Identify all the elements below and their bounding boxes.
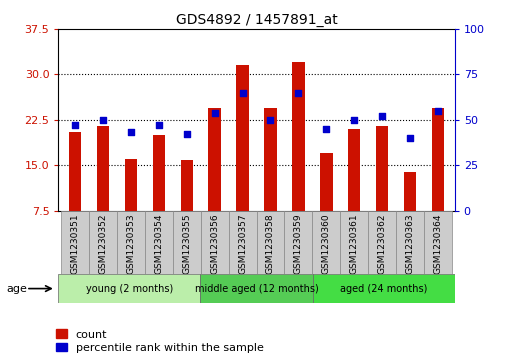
- Bar: [58, 274, 200, 303]
- Bar: [424, 211, 452, 274]
- Point: [127, 130, 135, 135]
- Text: GSM1230356: GSM1230356: [210, 214, 219, 274]
- Bar: [61, 211, 89, 274]
- Bar: [376, 126, 389, 211]
- Bar: [257, 211, 284, 274]
- Bar: [368, 211, 396, 274]
- Point: [71, 122, 79, 128]
- Text: GSM1230364: GSM1230364: [433, 214, 442, 274]
- Title: GDS4892 / 1457891_at: GDS4892 / 1457891_at: [176, 13, 337, 26]
- Bar: [69, 132, 81, 211]
- Bar: [284, 211, 312, 274]
- Point: [155, 122, 163, 128]
- Text: GSM1230355: GSM1230355: [182, 214, 192, 274]
- Bar: [340, 211, 368, 274]
- Text: GSM1230357: GSM1230357: [238, 214, 247, 274]
- Point: [378, 113, 386, 119]
- Text: GSM1230352: GSM1230352: [99, 214, 108, 274]
- Point: [294, 90, 302, 95]
- Text: GSM1230363: GSM1230363: [405, 214, 415, 274]
- Text: age: age: [6, 284, 27, 294]
- Bar: [208, 108, 221, 211]
- Text: GSM1230358: GSM1230358: [266, 214, 275, 274]
- Bar: [348, 129, 361, 211]
- Bar: [145, 211, 173, 274]
- Bar: [320, 153, 333, 211]
- Point: [99, 117, 107, 123]
- Text: GSM1230359: GSM1230359: [294, 214, 303, 274]
- Point: [211, 110, 219, 115]
- Text: GSM1230351: GSM1230351: [71, 214, 80, 274]
- Bar: [264, 108, 277, 211]
- Bar: [236, 65, 249, 211]
- Bar: [180, 160, 193, 211]
- Bar: [173, 211, 201, 274]
- Bar: [312, 211, 340, 274]
- Point: [406, 135, 414, 141]
- Bar: [89, 211, 117, 274]
- Point: [434, 108, 442, 114]
- Bar: [292, 62, 305, 211]
- Text: GSM1230353: GSM1230353: [126, 214, 136, 274]
- Point: [322, 126, 330, 132]
- Point: [183, 131, 191, 137]
- Bar: [432, 108, 444, 211]
- Bar: [396, 211, 424, 274]
- Bar: [229, 211, 257, 274]
- Point: [239, 90, 247, 95]
- Bar: [124, 159, 137, 211]
- Bar: [313, 274, 455, 303]
- Text: middle aged (12 months): middle aged (12 months): [195, 284, 319, 294]
- Text: aged (24 months): aged (24 months): [340, 284, 428, 294]
- Bar: [97, 126, 109, 211]
- Bar: [201, 211, 229, 274]
- Bar: [200, 274, 313, 303]
- Text: GSM1230361: GSM1230361: [350, 214, 359, 274]
- Text: GSM1230360: GSM1230360: [322, 214, 331, 274]
- Bar: [117, 211, 145, 274]
- Text: GSM1230354: GSM1230354: [154, 214, 164, 274]
- Bar: [152, 135, 165, 211]
- Point: [266, 117, 274, 123]
- Bar: [404, 172, 416, 211]
- Point: [350, 117, 358, 123]
- Text: GSM1230362: GSM1230362: [377, 214, 387, 274]
- Legend: count, percentile rank within the sample: count, percentile rank within the sample: [51, 325, 268, 358]
- Text: young (2 months): young (2 months): [85, 284, 173, 294]
